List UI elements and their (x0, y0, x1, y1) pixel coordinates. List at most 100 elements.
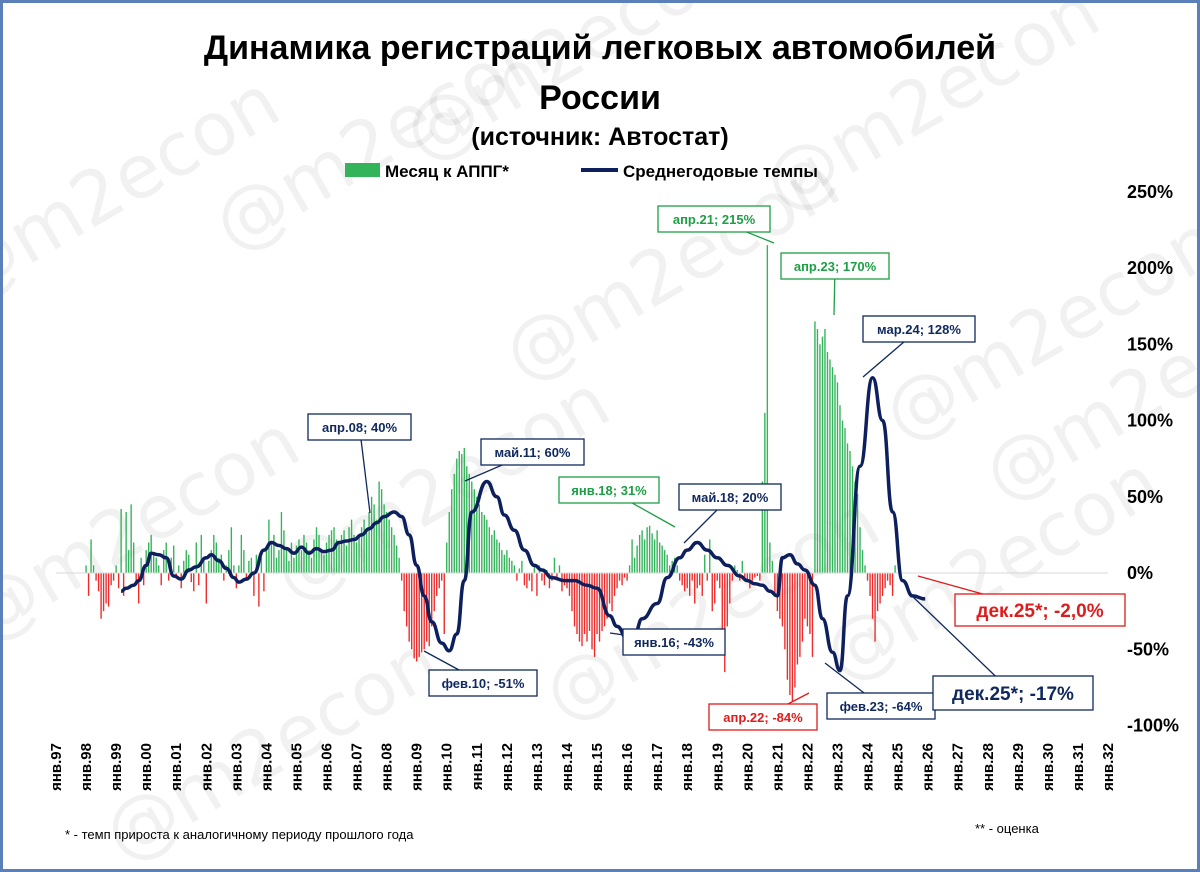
bar (345, 545, 348, 573)
x-tick-label: янв.17 (649, 743, 666, 791)
annotation-label: май.11; 60% (495, 445, 571, 460)
bar (891, 573, 894, 596)
bar (716, 573, 718, 581)
bar (208, 560, 210, 573)
bar (471, 481, 473, 573)
bar (320, 550, 323, 574)
bar (295, 545, 298, 573)
bar (751, 573, 754, 581)
bar (651, 533, 653, 573)
bar (280, 512, 283, 573)
bar (821, 336, 824, 574)
bar (240, 534, 243, 574)
bar (163, 550, 165, 574)
bar (636, 545, 638, 573)
bar (463, 447, 465, 573)
bar (516, 573, 518, 581)
series-line (120, 376, 926, 673)
bar (338, 542, 340, 573)
y-tick-label: -50% (1127, 639, 1169, 659)
annotation-label: апр.23; 170% (794, 259, 877, 274)
annotation-box (428, 669, 538, 697)
bar (416, 573, 418, 662)
bar (436, 573, 438, 596)
bar (731, 573, 733, 581)
annotation-box (862, 315, 976, 343)
bar (864, 565, 866, 574)
y-tick-label: 150% (1127, 334, 1173, 354)
bar (761, 481, 764, 573)
bar (561, 573, 563, 592)
x-tick-label: янв.99 (108, 743, 125, 791)
bar (754, 573, 756, 578)
bar (273, 534, 275, 574)
bar (205, 573, 207, 604)
y-tick-label: 100% (1127, 411, 1173, 431)
bar (608, 573, 611, 604)
x-tick-label: янв.06 (319, 743, 336, 791)
bar (408, 573, 410, 642)
bar (363, 519, 365, 574)
bar (90, 539, 92, 573)
bar (365, 530, 368, 573)
bar (769, 542, 771, 573)
x-tick-label: янв.14 (559, 742, 576, 791)
bar (433, 573, 435, 612)
bar (571, 573, 573, 612)
x-tick-label: янв.19 (709, 743, 726, 791)
bar (496, 539, 498, 573)
bar (804, 573, 806, 619)
bar (521, 560, 523, 573)
annotation-label: фев.10; -51% (442, 676, 525, 691)
x-tick-label: янв.26 (920, 743, 937, 791)
bar (423, 573, 425, 650)
bar (839, 405, 841, 573)
bar (613, 573, 616, 596)
bar (709, 539, 711, 573)
x-tick-label: янв.27 (950, 743, 967, 791)
bar (876, 573, 879, 612)
bar (160, 573, 162, 586)
bar (844, 428, 846, 574)
bar (593, 573, 596, 657)
bar (591, 573, 593, 650)
bar (300, 550, 303, 574)
bar (648, 525, 651, 573)
bar (518, 568, 521, 573)
bar (278, 550, 280, 574)
bar (511, 560, 513, 573)
bar (796, 573, 799, 665)
bar (200, 534, 202, 574)
annotation-box (480, 438, 585, 466)
y-tick-label: 0% (1127, 563, 1153, 583)
bar (355, 542, 358, 573)
bar (711, 573, 713, 612)
bar (553, 557, 556, 573)
bar (586, 573, 588, 642)
bar (498, 542, 501, 573)
bar (686, 573, 688, 589)
bar (874, 573, 876, 642)
bar (884, 573, 886, 589)
bar (476, 496, 478, 573)
bar (395, 545, 398, 573)
bar (488, 527, 491, 573)
bar (370, 496, 373, 573)
bar (588, 573, 591, 631)
bar (448, 512, 450, 573)
bar (794, 573, 796, 688)
bar (348, 527, 350, 573)
y-tick-label: 200% (1127, 258, 1173, 278)
x-tick-label: янв.09 (409, 743, 426, 791)
y-tick-label: 250% (1127, 182, 1173, 202)
bar (851, 466, 854, 573)
x-tick-label: янв.16 (619, 743, 636, 791)
bar (638, 534, 641, 574)
bar (258, 573, 260, 607)
bar (508, 557, 511, 573)
bar (568, 573, 571, 596)
bar (110, 573, 112, 586)
bar (536, 573, 538, 596)
bar (861, 550, 864, 574)
bar (461, 454, 463, 573)
